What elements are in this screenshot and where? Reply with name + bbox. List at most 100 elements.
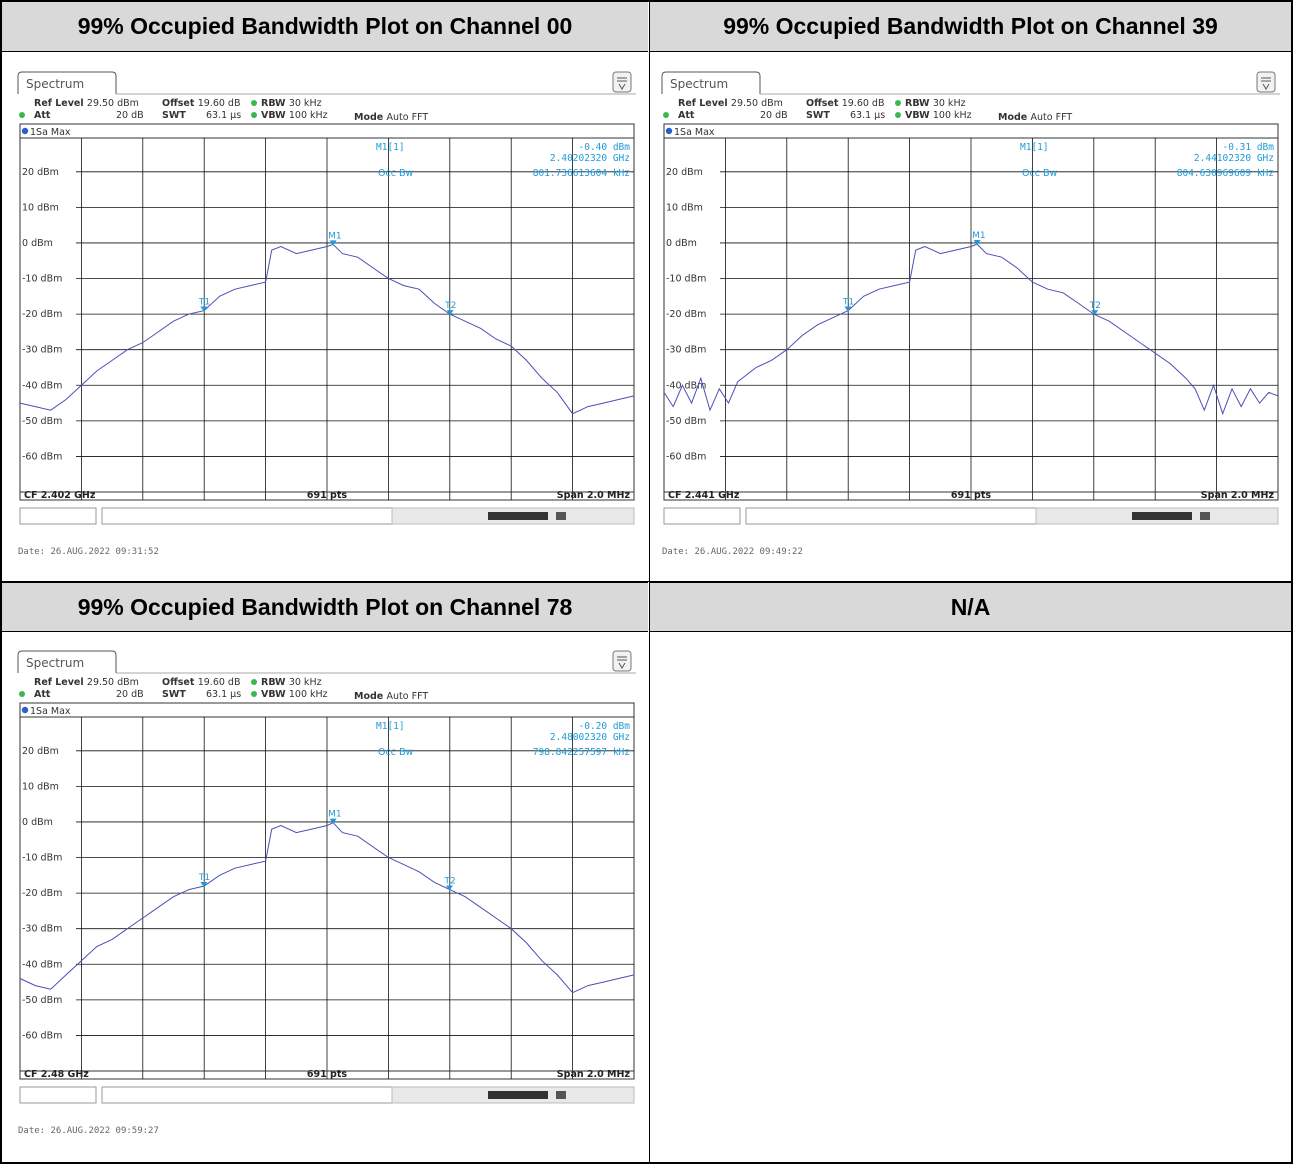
settings-icon-glyph — [1261, 77, 1271, 90]
spectrum-chart: Spectrum Ref Level 29.50 dBm Offset 19.60 … — [661, 71, 1280, 557]
chart-panel-0: Spectrum Ref Level 29.50 dBm Offset 19.60 … — [16, 70, 640, 570]
trace-label: 1Sa Max — [30, 706, 71, 717]
status-field-1 — [19, 507, 97, 525]
header-channel-39: 99% Occupied Bandwidth Plot on Channel 3… — [650, 2, 1291, 52]
chart-panel-1: Spectrum Ref Level 29.50 dBm Offset 19.60 … — [660, 70, 1284, 570]
marker-label: T2 — [1089, 301, 1101, 311]
spectrum-tab — [17, 71, 117, 94]
ytick-label: -40 dBm — [22, 380, 62, 391]
att-text: Att 20 dB — [678, 110, 788, 121]
progress-bar — [488, 512, 548, 520]
marker-level: -0.40 dBm — [579, 142, 631, 153]
ytick-label: -10 dBm — [666, 274, 706, 285]
trace-label: 1Sa Max — [30, 127, 71, 138]
occ-bw-value: 804.630969609 kHz — [1177, 168, 1274, 179]
status-field-1 — [19, 1086, 97, 1104]
span-label: Span 2.0 MHz — [557, 490, 631, 501]
ytick-label: -50 dBm — [22, 416, 62, 427]
progress-bar — [488, 1091, 548, 1099]
ref-level-text: Ref Level 29.50 dBm — [34, 98, 139, 109]
ytick-label: -40 dBm — [666, 380, 706, 391]
ytick-label: -50 dBm — [22, 995, 62, 1006]
settings-icon — [612, 71, 632, 93]
marker-t2 — [1091, 310, 1099, 316]
att-status-dot — [19, 691, 25, 697]
date-label: Date: 26.AUG.2022 09:59:27 — [18, 1126, 159, 1136]
vbw-text: VBW 100 kHz — [261, 110, 328, 121]
ytick-label: -20 dBm — [22, 309, 62, 320]
marker-level: -0.31 dBm — [1223, 142, 1275, 153]
pts-label: 691 pts — [307, 1069, 347, 1080]
ytick-label: -30 dBm — [22, 345, 62, 356]
vbw-text: VBW 100 kHz — [261, 689, 328, 700]
pts-label: 691 pts — [951, 490, 991, 501]
cf-label: CF 2.402 GHz — [24, 490, 96, 501]
settings-icon-glyph — [617, 656, 627, 669]
spectrum-trace — [663, 243, 1279, 416]
span-label: Span 2.0 MHz — [1201, 490, 1275, 501]
settings-icon — [1256, 71, 1276, 93]
status-field-2 — [101, 507, 393, 525]
ytick-label: -60 dBm — [666, 451, 706, 462]
marker-label: T1 — [198, 298, 210, 308]
ytick-label: 10 dBm — [666, 202, 703, 213]
att-status-dot — [19, 112, 25, 118]
settings-icon-glyph — [617, 77, 627, 90]
progress-icon — [556, 512, 566, 520]
marker-name: M1[1] — [1020, 142, 1049, 153]
cf-label: CF 2.441 GHz — [668, 490, 740, 501]
column-divider — [649, 0, 650, 1164]
ref-level-text: Ref Level 29.50 dBm — [34, 677, 139, 688]
marker-m1 — [329, 240, 337, 246]
swt-text: SWT 63.1 µs — [162, 689, 241, 700]
occ-bw-label: Occ Bw — [378, 168, 413, 179]
marker-freq: 2.40202320 GHz — [550, 153, 630, 164]
att-text: Att 20 dB — [34, 689, 144, 700]
rbw-status-dot — [895, 100, 901, 106]
att-status-dot — [663, 112, 669, 118]
marker-label: T1 — [198, 873, 210, 883]
ytick-label: -30 dBm — [666, 345, 706, 356]
ytick-label: 10 dBm — [22, 781, 59, 792]
mode-text: Mode Auto FFT — [998, 112, 1072, 123]
ytick-label: -10 dBm — [22, 274, 62, 285]
ytick-label: 20 dBm — [22, 167, 59, 178]
swt-text: SWT 63.1 µs — [162, 110, 241, 121]
offset-text: Offset 19.60 dB — [162, 98, 240, 109]
marker-label: M1 — [328, 810, 342, 820]
ytick-label: 0 dBm — [22, 817, 53, 828]
swt-text: SWT 63.1 µs — [806, 110, 885, 121]
ref-level-text: Ref Level 29.50 dBm — [678, 98, 783, 109]
att-text: Att 20 dB — [34, 110, 144, 121]
tab-label: Spectrum — [26, 656, 84, 670]
occ-bw-label: Occ Bw — [1022, 168, 1057, 179]
spectrum-tab — [17, 650, 117, 673]
marker-t1 — [200, 306, 208, 312]
occ-bw-value: 798.842257597 kHz — [533, 747, 630, 758]
tab-label: Spectrum — [26, 77, 84, 91]
trace-dot — [665, 127, 673, 135]
progress-bar — [1132, 512, 1192, 520]
marker-label: T2 — [443, 877, 455, 887]
marker-freq: 2.44102320 GHz — [1194, 153, 1274, 164]
ytick-label: -10 dBm — [22, 853, 62, 864]
marker-t1 — [844, 306, 852, 312]
occ-bw-label: Occ Bw — [378, 747, 413, 758]
marker-label: M1 — [972, 231, 986, 241]
ytick-label: 20 dBm — [666, 167, 703, 178]
ytick-label: -60 dBm — [22, 451, 62, 462]
status-field-1 — [663, 507, 741, 525]
ytick-label: 0 dBm — [22, 238, 53, 249]
date-label: Date: 26.AUG.2022 09:31:52 — [18, 547, 159, 557]
marker-m1 — [973, 240, 981, 246]
mode-text: Mode Auto FFT — [354, 112, 428, 123]
mode-text: Mode Auto FFT — [354, 691, 428, 702]
settings-icon — [612, 650, 632, 672]
vbw-status-dot — [251, 691, 257, 697]
spectrum-trace — [19, 822, 635, 994]
spectrum-chart: Spectrum Ref Level 29.50 dBm Offset 19.60 … — [17, 71, 636, 557]
chart-panel-2: Spectrum Ref Level 29.50 dBm Offset 19.60 … — [16, 649, 640, 1149]
progress-icon — [1200, 512, 1210, 520]
status-field-2 — [101, 1086, 393, 1104]
